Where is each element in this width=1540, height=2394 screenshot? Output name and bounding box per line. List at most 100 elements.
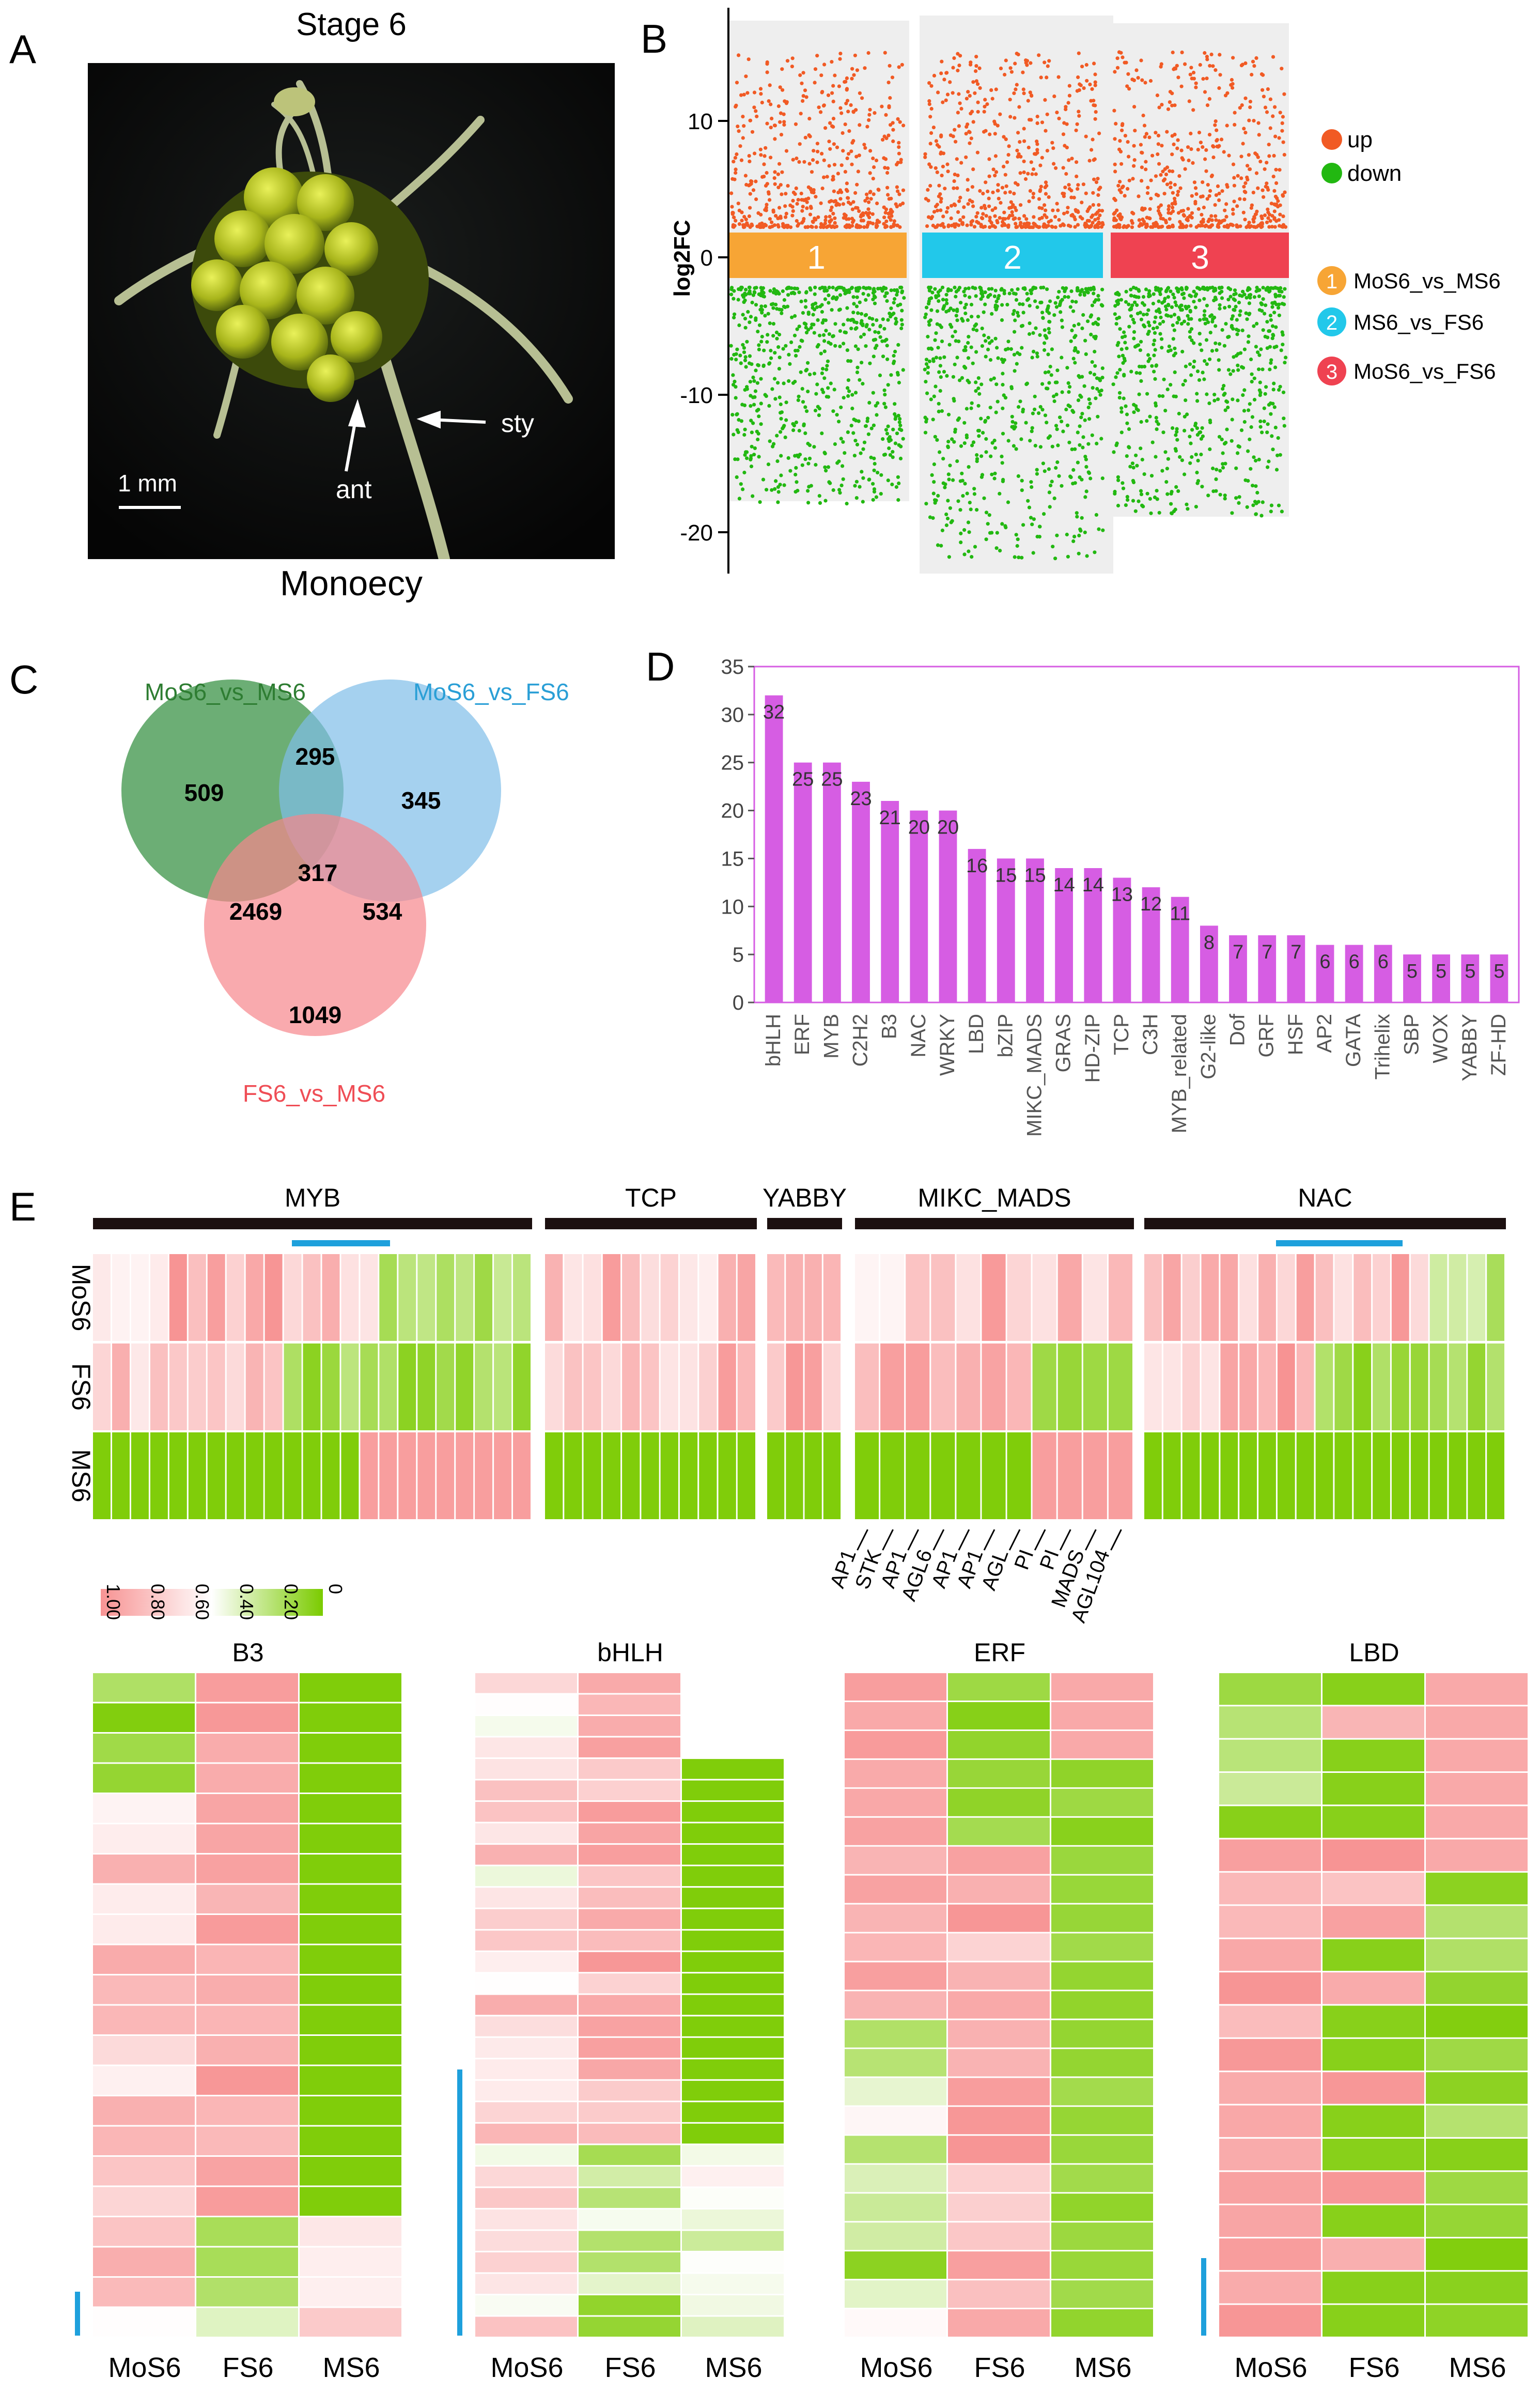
down-point — [1021, 407, 1025, 412]
sub-heat-cell — [475, 2166, 577, 2187]
sub-heat-cell — [300, 2126, 401, 2155]
down-point — [759, 401, 763, 406]
down-point — [1050, 347, 1054, 351]
sub-heat-cell — [1426, 2272, 1528, 2304]
up-point — [1201, 145, 1205, 149]
down-point — [944, 512, 948, 517]
sub-heat-cell — [845, 1875, 946, 1903]
up-point — [1171, 50, 1175, 55]
up-point — [960, 221, 964, 225]
down-point — [1173, 300, 1177, 304]
up-point — [939, 133, 943, 137]
sub-heat-cell — [1426, 2172, 1528, 2204]
up-point — [1008, 115, 1013, 119]
down-point — [1070, 447, 1074, 452]
sub-col-label: FS6 — [604, 2352, 656, 2383]
up-point — [1037, 225, 1041, 229]
legend-cmp-2-num: 2 — [1326, 312, 1337, 334]
up-point — [1080, 200, 1084, 205]
down-point — [1147, 323, 1152, 328]
down-point — [936, 543, 940, 547]
down-point — [1193, 305, 1197, 310]
heat-cell — [1373, 1343, 1390, 1430]
down-point — [1018, 399, 1022, 404]
down-point — [958, 479, 962, 483]
heat-cell — [602, 1254, 621, 1341]
down-point — [960, 376, 964, 380]
down-point — [1214, 341, 1218, 345]
down-point — [1071, 410, 1076, 414]
down-point — [1045, 287, 1049, 291]
down-point — [927, 323, 931, 327]
down-point — [731, 373, 735, 377]
down-point — [1270, 324, 1275, 328]
down-point — [1006, 339, 1010, 344]
up-point — [1252, 119, 1256, 123]
heat-cell — [322, 1343, 340, 1430]
down-point — [986, 522, 990, 526]
up-point — [782, 112, 786, 116]
up-point — [951, 91, 955, 95]
up-point — [877, 220, 881, 224]
legend-cmp-2: MS6_vs_FS6 — [1354, 310, 1484, 334]
up-point — [830, 205, 834, 209]
up-point — [1002, 135, 1006, 139]
down-point — [1241, 366, 1246, 370]
heat-row-label: FS6 — [67, 1363, 96, 1411]
up-point — [1040, 215, 1044, 220]
heat-cell — [767, 1254, 785, 1341]
down-point — [1236, 363, 1240, 367]
heat-cell — [641, 1432, 659, 1519]
sub-heat-cell — [93, 2187, 195, 2216]
down-point — [1270, 434, 1274, 438]
down-point — [846, 430, 850, 435]
sub-heat-cell — [682, 2102, 784, 2122]
down-point — [1173, 346, 1177, 350]
down-point — [1152, 327, 1156, 331]
up-point — [1161, 179, 1165, 183]
down-point — [1261, 297, 1265, 301]
down-point — [948, 322, 953, 327]
down-point — [1021, 286, 1025, 290]
sub-heat-cell — [682, 2316, 784, 2337]
down-point — [881, 437, 885, 441]
down-point — [992, 476, 997, 481]
up-point — [932, 73, 937, 78]
up-point — [730, 177, 735, 181]
up-point — [1119, 162, 1124, 166]
bar-value-label: 5 — [1436, 961, 1446, 982]
up-point — [1265, 110, 1269, 114]
down-point — [853, 439, 858, 443]
up-point — [1123, 134, 1127, 138]
sub-heat-cell — [1051, 2251, 1153, 2279]
up-point — [1113, 169, 1117, 174]
up-point — [1159, 62, 1163, 66]
down-point — [1009, 347, 1013, 351]
up-point — [1275, 196, 1279, 200]
down-point — [929, 308, 934, 312]
down-point — [1010, 420, 1015, 424]
up-point — [1066, 206, 1070, 210]
down-point — [923, 367, 927, 372]
down-point — [969, 345, 973, 349]
up-point — [833, 216, 837, 220]
sub-heat-cell — [475, 2059, 577, 2079]
heat-cell — [906, 1432, 930, 1519]
up-point — [1271, 55, 1275, 59]
down-point — [1037, 411, 1041, 415]
up-point — [1113, 70, 1117, 74]
down-point — [872, 338, 876, 342]
down-point — [1173, 370, 1177, 375]
down-point — [1230, 317, 1234, 321]
up-point — [1119, 51, 1123, 55]
venn-circle-c — [204, 814, 426, 1036]
up-point — [822, 63, 827, 67]
up-point — [966, 178, 970, 182]
up-point — [1247, 153, 1251, 157]
down-point — [1226, 286, 1231, 290]
up-point — [1266, 210, 1270, 214]
down-point — [899, 444, 903, 449]
down-point — [845, 502, 849, 506]
sub-heat-cell — [1426, 1939, 1528, 1971]
down-point — [1274, 325, 1278, 329]
